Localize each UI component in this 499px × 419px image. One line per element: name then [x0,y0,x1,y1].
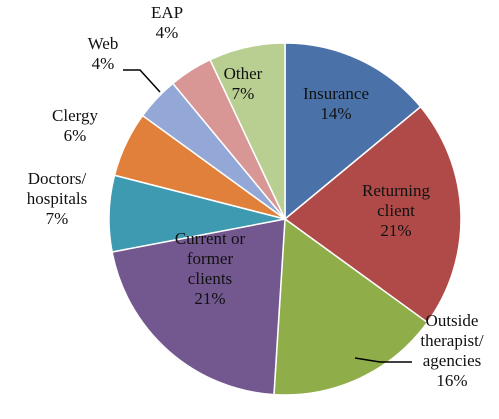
label-line: EAP [151,3,183,22]
pie-slice [283,105,462,324]
leader-line [354,357,412,363]
slice-label: EAP [151,3,183,22]
label-line: Outside [426,311,479,330]
label-line: hospitals [27,189,87,208]
leader-line [123,69,161,93]
slice-label: Other [224,64,263,83]
value-label: 21% [194,289,225,308]
label-line: therapist/ [420,331,484,350]
slice-label: Web [88,34,119,53]
pie-slice [284,42,422,221]
pie-slice [111,218,286,396]
value-label: 14% [320,104,351,123]
label-line: Doctors/ [28,169,87,188]
label-line: client [377,201,415,220]
label-line: Insurance [303,84,369,103]
slice-label: Clergy [52,106,98,125]
value-label: 6% [64,126,87,145]
slice-label: Current or former clients [175,229,246,288]
value-label: 4% [92,54,115,73]
label-line: former [187,249,234,268]
label-line: agencies [423,351,482,370]
label-line: Other [224,64,263,83]
value-label: 16% [436,371,467,390]
label-line: Clergy [52,106,98,125]
label-line: Web [88,34,119,53]
value-label: 4% [156,23,179,42]
slice-label: Doctors/hospitals [27,169,87,208]
label-line: Current or [175,229,246,248]
label-line: Returning [362,181,430,200]
value-label: 7% [46,209,69,228]
slice-label: Returning client [362,181,430,220]
value-label: 7% [232,84,255,103]
label-line: clients [188,269,232,288]
slice-label: Insurance [303,84,369,103]
pie-slice [273,217,429,396]
value-label: 21% [380,221,411,240]
pie-slice [209,42,286,220]
slice-label: Outside therapist/agencies [420,311,484,370]
